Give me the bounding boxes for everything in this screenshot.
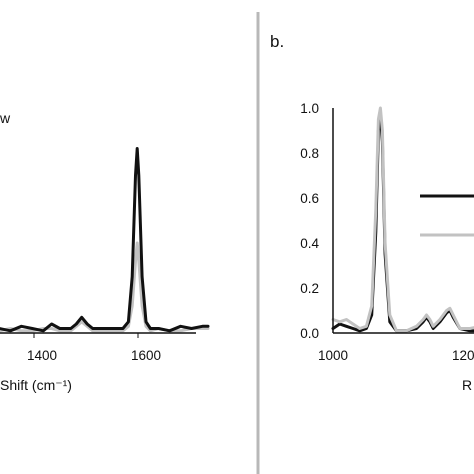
panel-b-y-tick-0.4: 0.4 (300, 236, 319, 251)
panel-b-y-tick-0.2: 0.2 (300, 281, 319, 296)
panel-b-plot-area (331, 106, 474, 333)
panel-b-y-tick-1.0: 1.0 (300, 101, 319, 116)
panel-a: w 1400 1600 Shift (cm⁻¹) (0, 110, 210, 393)
panel-a-x-axis-title: Shift (cm⁻¹) (0, 377, 72, 393)
panel-b-y-tick-0.8: 0.8 (300, 146, 319, 161)
panel-a-x-tick-1400: 1400 (27, 348, 57, 363)
panel-b-series-dark (331, 113, 474, 333)
panel-b-y-tick-0.0: 0.0 (300, 326, 319, 341)
panel-b-x-axis-title: R (462, 377, 472, 393)
panel-a-x-tick-1600: 1600 (131, 348, 161, 363)
panel-a-plot-area (0, 147, 210, 333)
panel-a-series-dark (0, 147, 210, 333)
panel-b-label: b. (270, 32, 284, 51)
panel-b-y-tick-0.6: 0.6 (300, 191, 319, 206)
panel-a-series-light (0, 241, 210, 333)
panel-b-series-light (331, 106, 474, 333)
panel-b-x-tick-1200: 1200 (452, 348, 474, 363)
panel-b: b. 0.0 0.2 0.4 0.6 0.8 1.0 1000 1200 R (270, 32, 474, 393)
panel-a-title: w (0, 110, 11, 126)
panel-b-x-tick-1000: 1000 (318, 348, 348, 363)
